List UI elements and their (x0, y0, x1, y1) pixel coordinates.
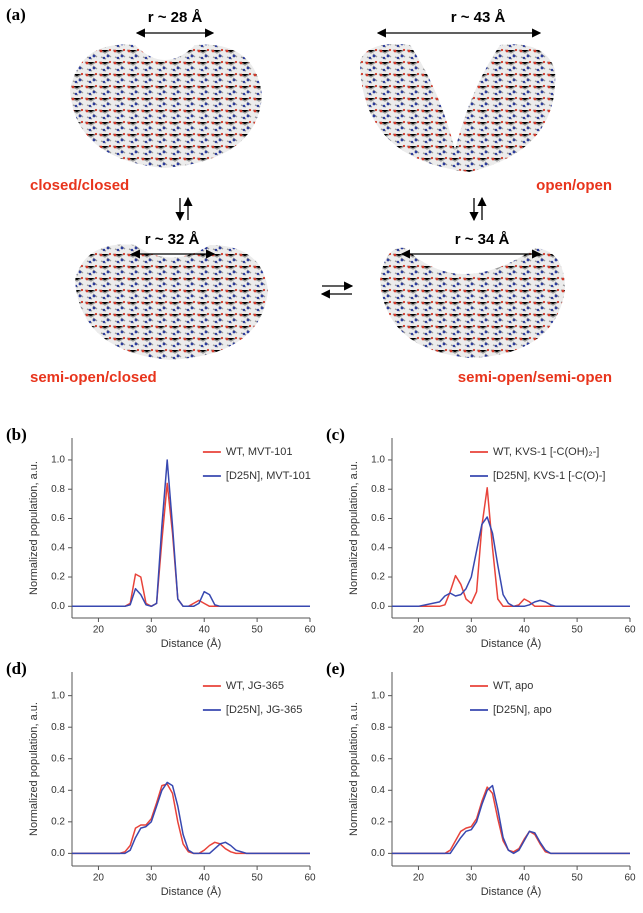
x-tick-label: 60 (624, 625, 636, 636)
x-tick-label: 60 (624, 873, 636, 884)
y-tick-label: 0.2 (51, 572, 65, 583)
x-tick-label: 20 (413, 625, 425, 636)
distance-label: r ~ 28 Å (148, 9, 203, 26)
y-tick-label: 0.8 (371, 484, 385, 495)
x-tick-label: 30 (146, 625, 158, 636)
distance-label: r ~ 43 Å (451, 9, 506, 26)
y-tick-label: 0.0 (371, 848, 385, 859)
y-axis-label: Normalized population, a.u. (28, 702, 40, 836)
y-tick-label: 0.2 (371, 572, 385, 583)
legend-label: WT, JG-365 (226, 680, 284, 692)
panel-label: (d) (6, 659, 27, 678)
y-tick-label: 0.8 (371, 722, 385, 733)
x-tick-label: 40 (519, 625, 531, 636)
x-tick-label: 60 (304, 625, 316, 636)
data-line (392, 487, 630, 608)
y-tick-label: 0.0 (51, 848, 65, 859)
data-line (72, 482, 310, 608)
y-tick-label: 0.8 (51, 722, 65, 733)
y-tick-label: 0.6 (51, 753, 65, 764)
legend-label: WT, apo (493, 680, 533, 692)
y-tick-label: 0.0 (371, 601, 385, 612)
state-label: semi-open/semi-open (458, 369, 612, 386)
legend-label: [D25N], KVS-1 [-C(O)-] (493, 470, 605, 482)
y-axis-label: Normalized population, a.u. (348, 702, 360, 836)
y-tick-label: 0.4 (371, 542, 385, 553)
molecule-closed (70, 44, 262, 168)
x-tick-label: 50 (572, 873, 584, 884)
panel-label: (e) (326, 659, 345, 678)
x-tick-label: 40 (519, 873, 531, 884)
molecule-semi-semi (380, 247, 565, 358)
y-tick-label: 1.0 (371, 455, 385, 466)
distance-label: r ~ 34 Å (455, 231, 510, 248)
x-tick-label: 20 (413, 873, 425, 884)
y-axis-label: Normalized population, a.u. (348, 461, 360, 595)
y-tick-label: 0.4 (51, 785, 65, 796)
y-tick-label: 0.0 (51, 601, 65, 612)
x-axis-label: Distance (Å) (161, 637, 222, 650)
legend-label: [D25N], MVT-101 (226, 470, 311, 482)
x-axis-label: Distance (Å) (161, 885, 222, 898)
data-line (72, 783, 310, 855)
x-tick-label: 50 (572, 625, 584, 636)
data-line (392, 784, 630, 855)
y-axis-label: Normalized population, a.u. (28, 461, 40, 595)
legend-label: WT, KVS-1 [-C(OH)₂-] (493, 446, 599, 458)
y-tick-label: 0.8 (51, 484, 65, 495)
x-tick-label: 40 (199, 873, 211, 884)
distance-label: r ~ 32 Å (145, 231, 200, 248)
y-tick-label: 1.0 (51, 690, 65, 701)
x-tick-label: 50 (252, 625, 264, 636)
legend-label: [D25N], JG-365 (226, 704, 302, 716)
legend-label: WT, MVT-101 (226, 446, 293, 458)
molecule-semi-closed (75, 244, 268, 360)
state-label: closed/closed (30, 177, 129, 194)
legend-label: [D25N], apo (493, 704, 552, 716)
x-tick-label: 40 (199, 625, 211, 636)
x-tick-label: 20 (93, 873, 105, 884)
data-line (72, 781, 310, 855)
data-line (392, 786, 630, 855)
y-tick-label: 1.0 (371, 690, 385, 701)
x-axis-label: Distance (Å) (481, 885, 542, 898)
y-tick-label: 0.6 (51, 513, 65, 524)
x-tick-label: 30 (466, 873, 478, 884)
x-tick-label: 50 (252, 873, 264, 884)
panel-label: (c) (326, 425, 345, 444)
x-axis-label: Distance (Å) (481, 637, 542, 650)
x-tick-label: 60 (304, 873, 316, 884)
panel-label: (b) (6, 425, 27, 444)
state-label: semi-open/closed (30, 369, 157, 386)
state-label: open/open (536, 177, 612, 194)
y-tick-label: 0.2 (371, 816, 385, 827)
y-tick-label: 0.4 (51, 542, 65, 553)
molecule-open (360, 44, 556, 172)
y-tick-label: 0.4 (371, 785, 385, 796)
x-tick-label: 30 (466, 625, 478, 636)
x-tick-label: 20 (93, 625, 105, 636)
data-line (72, 459, 310, 608)
y-tick-label: 1.0 (51, 455, 65, 466)
y-tick-label: 0.6 (371, 753, 385, 764)
y-tick-label: 0.6 (371, 513, 385, 524)
y-tick-label: 0.2 (51, 816, 65, 827)
data-line (392, 516, 630, 608)
x-tick-label: 30 (146, 873, 158, 884)
panel-label: (a) (6, 5, 26, 24)
